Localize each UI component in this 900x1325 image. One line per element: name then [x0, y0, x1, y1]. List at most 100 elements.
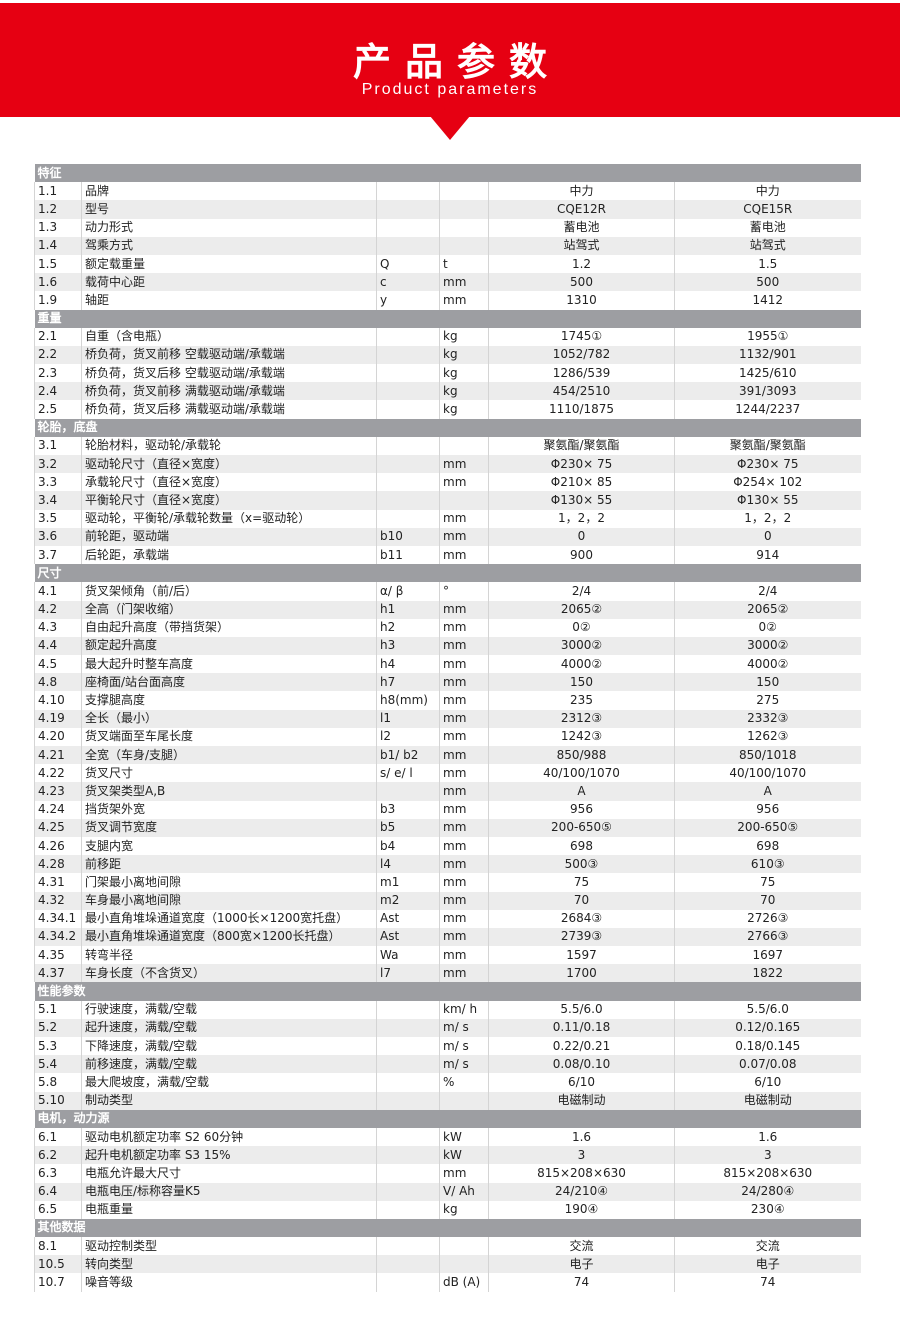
value-cqe12r: 1700 [488, 964, 675, 983]
row-number: 3.1 [34, 436, 82, 455]
unit: mm [439, 600, 489, 619]
unit: mm [439, 727, 489, 746]
table-row: 6.3 电瓶允许最大尺寸 mm 815×208×630 815×208×630 [34, 1164, 861, 1183]
row-number: 6.5 [34, 1200, 82, 1219]
table-row: 6.1 驱动电机额定功率 S2 60分钟 kW 1.6 1.6 [34, 1127, 861, 1147]
parameter-name: 下降速度，满载/空载 [81, 1037, 377, 1056]
row-number: 3.6 [34, 527, 82, 546]
parameter-name: 支撑腿高度 [81, 691, 377, 710]
row-number: 4.21 [34, 746, 82, 765]
value-cqe12r: 0.11/0.18 [488, 1018, 675, 1037]
value-cqe15r: 24/280④ [673, 1182, 861, 1201]
value-cqe12r: 1286/539 [488, 364, 675, 383]
parameter-name: 货叉端面至车尾长度 [81, 727, 377, 746]
value-cqe12r: 2684③ [488, 909, 675, 928]
section-title: 尺寸 [34, 564, 861, 583]
parameter-name: 支腿内宽 [81, 836, 377, 856]
unit [439, 200, 489, 219]
table-row: 5.1 行驶速度，满载/空载 km/ h 5.5/6.0 5.5/6.0 [34, 1000, 861, 1019]
parameter-name: 驾乘方式 [81, 236, 377, 255]
parameter-name: 驱动电机额定功率 S2 60分钟 [81, 1127, 377, 1147]
table-row: 2.1 自重（含电瓶） kg 1745① 1955① [34, 327, 861, 346]
table-row: 4.34.1 最小直角堆垛通道宽度（1000长×1200宽托盘） Ast mm 2684… [34, 909, 861, 928]
unit: mm [439, 782, 489, 801]
symbol: h2 [376, 618, 440, 637]
unit: mm [439, 545, 489, 565]
section-title: 其他数据 [34, 1218, 861, 1238]
symbol [376, 455, 440, 474]
symbol: Wa [376, 946, 440, 965]
unit: mm [439, 964, 489, 983]
parameter-name: 货叉调节宽度 [81, 818, 377, 837]
value-cqe12r: 75 [488, 873, 675, 892]
unit [439, 436, 489, 455]
header-banner: 产品参数 Product parameters [0, 3, 900, 117]
unit: mm [439, 909, 489, 928]
value-cqe12r: 190④ [488, 1200, 675, 1219]
value-cqe15r: Φ130× 55 [673, 491, 861, 510]
symbol: h7 [376, 673, 440, 692]
row-number: 4.5 [34, 655, 82, 674]
parameter-name: 最小直角堆垛通道宽度（1000长×1200宽托盘） [81, 909, 377, 928]
row-number: 5.4 [34, 1055, 82, 1074]
value-cqe12r: Φ230× 75 [488, 455, 675, 474]
table-row: 3.3 承载轮尺寸（直径×宽度） mm Φ210× 85 Φ254× 102 [34, 473, 861, 492]
unit: kW [439, 1127, 489, 1147]
table-row: 4.24 挡货架外宽 b3 mm 956 956 [34, 800, 861, 819]
value-cqe15r: 40/100/1070 [673, 764, 861, 783]
value-cqe15r: 中力 [673, 182, 861, 201]
table-row: 4.26 支腿内宽 b4 mm 698 698 [34, 836, 861, 856]
unit: kg [439, 345, 489, 365]
value-cqe15r: 3 [673, 1146, 861, 1165]
row-number: 4.10 [34, 691, 82, 710]
parameter-name: 起升速度，满载/空载 [81, 1018, 377, 1037]
unit: mm [439, 746, 489, 765]
table-row: 1.9 轴距 y mm 1310 1412 [34, 291, 861, 310]
table-row: 4.35 转弯半径 Wa mm 1597 1697 [34, 946, 861, 965]
parameter-name: 行驶速度，满载/空载 [81, 1000, 377, 1019]
table-row: 1.6 载荷中心距 c mm 500 500 [34, 273, 861, 292]
row-number: 4.32 [34, 891, 82, 910]
value-cqe15r: 6/10 [673, 1073, 861, 1092]
table-row: 3.7 后轮距，承载端 b11 mm 900 914 [34, 545, 861, 565]
value-cqe15r: 1.6 [673, 1127, 861, 1147]
value-cqe15r: 0② [673, 618, 861, 637]
parameter-name: 驱动轮，平衡轮/承载轮数量（x=驱动轮） [81, 509, 377, 528]
unit: kg [439, 364, 489, 383]
value-cqe15r: 1.5 [673, 254, 861, 274]
unit: mm [439, 1164, 489, 1183]
parameter-name: 前移速度，满载/空载 [81, 1055, 377, 1074]
table-row: 10.7 噪音等级 dB (A) 74 74 [34, 1273, 861, 1292]
unit: % [439, 1073, 489, 1092]
value-cqe12r: 1242③ [488, 727, 675, 746]
symbol [376, 236, 440, 255]
value-cqe12r: 电子 [488, 1255, 675, 1274]
value-cqe15r: Φ254× 102 [673, 473, 861, 492]
symbol [376, 473, 440, 492]
unit: kg [439, 327, 489, 346]
parameter-name: 挡货架外宽 [81, 800, 377, 819]
value-cqe15r: 150 [673, 673, 861, 692]
row-number: 6.4 [34, 1182, 82, 1201]
row-number: 4.31 [34, 873, 82, 892]
row-number: 2.2 [34, 345, 82, 365]
table-row: 4.20 货叉端面至车尾长度 l2 mm 1242③ 1262③ [34, 727, 861, 746]
row-number: 4.34.1 [34, 909, 82, 928]
value-cqe15r: 956 [673, 800, 861, 819]
value-cqe15r: 电磁制动 [673, 1091, 861, 1110]
table-row: 10.5 转向类型 电子 电子 [34, 1255, 861, 1274]
unit: m/ s [439, 1055, 489, 1074]
row-number: 4.25 [34, 818, 82, 837]
table-row: 4.37 车身长度（不含货叉） l7 mm 1700 1822 [34, 964, 861, 983]
symbol: y [376, 291, 440, 310]
symbol [376, 509, 440, 528]
table-row: 2.3 桥负荷，货叉后移 空载驱动端/承载端 kg 1286/539 1425/610 [34, 364, 861, 383]
symbol [376, 345, 440, 365]
unit: mm [439, 527, 489, 546]
parameter-name: 电瓶允许最大尺寸 [81, 1164, 377, 1183]
row-number: 5.1 [34, 1000, 82, 1019]
symbol: h1 [376, 600, 440, 619]
value-cqe12r: 1597 [488, 946, 675, 965]
unit: mm [439, 946, 489, 965]
parameter-name: 最小直角堆垛通道宽度（800宽×1200长托盘） [81, 927, 377, 947]
